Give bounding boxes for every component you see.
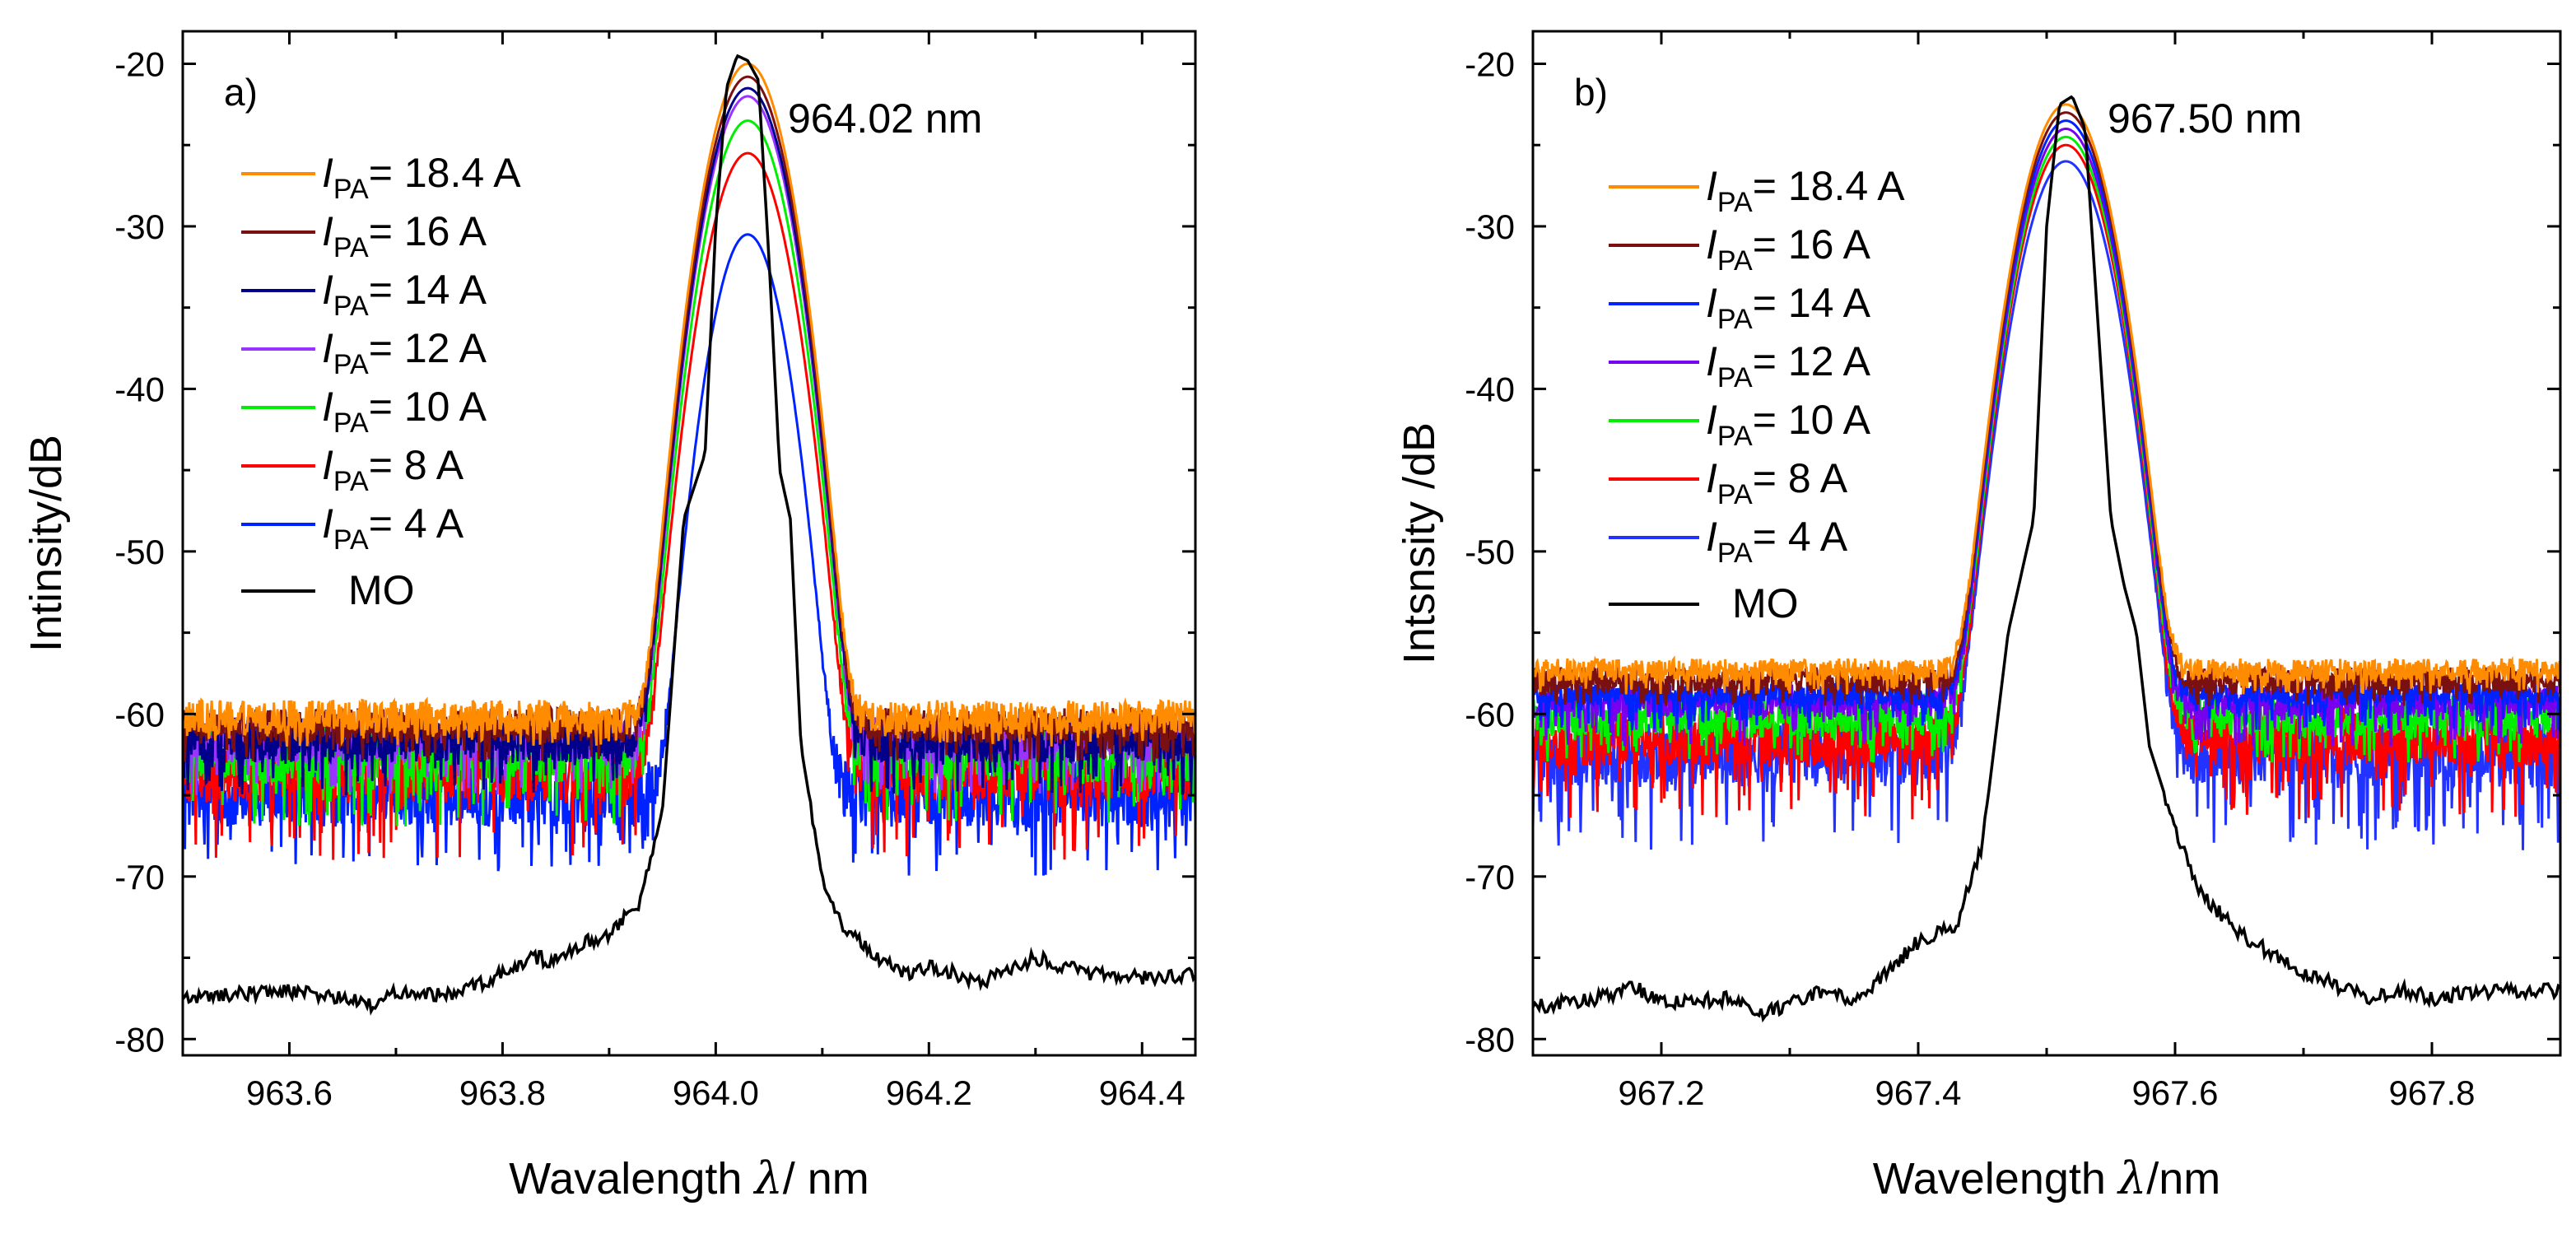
panel-label: b) [1574,71,1608,114]
plot-area [183,54,1195,1016]
panel-label: a) [224,71,258,114]
y-axis-label: Intsnsity /dB [1395,422,1444,664]
y-tick-label: -40 [114,370,165,408]
series-line-16-A [1533,111,2560,706]
y-axis-label: Intinsity/dB [21,435,71,652]
series-line-18-4-A [1533,103,2560,695]
y-tick-label: -50 [114,533,165,571]
legend-entry-mo: MO [1732,580,1799,626]
legend-entry-label: IPA= 16 A [322,208,487,263]
legend-entry-label: IPA= 10 A [1706,397,1871,452]
legend-entry-label: IPA= 8 A [1706,455,1848,510]
y-tick-label: -30 [1465,207,1515,246]
y-tick-label: -80 [114,1020,165,1059]
x-axis-label: Wavalength λ/ nm [509,1152,869,1204]
panel-b-spectrum: -80 -70 -60 -50 -40 -30 -20 967.2 967.4 967.6 967.… [1395,30,2562,1204]
series-line-mo [183,54,1195,1016]
legend-entry-label: IPA= 8 A [322,442,464,497]
legend-entry-label: IPA= 14 A [1706,280,1871,335]
legend-entry-label: IPA= 16 A [1706,221,1871,277]
legend-entry-label: IPA= 10 A [322,384,487,439]
series-line-14-A [1533,119,2560,731]
x-axis-label: Wavelength λ/nm [1873,1152,2220,1204]
x-tick-label: 964.0 [673,1073,759,1112]
legend-entry-label: IPA= 4 A [1706,514,1848,569]
peak-wavelength-annotation: 964.02 nm [788,95,982,142]
y-tick-label: -40 [1465,370,1515,408]
x-tick-label: 964.2 [886,1073,972,1112]
x-tick-label: 967.2 [1618,1073,1704,1112]
plot-frame [181,30,1197,1057]
y-tick-label: -80 [1465,1020,1515,1059]
legend-entry-label: IPA= 14 A [322,267,487,322]
x-tick-label: 963.8 [459,1073,546,1112]
y-tick-label: -60 [1465,695,1515,733]
legend-entry-label: IPA= 18.4 A [1706,163,1905,218]
x-tick-label: 964.4 [1099,1073,1186,1112]
panel-a-spectrum: -80 -70 -60 -50 -40 -30 -20 963.6 963.8 964.0 964.… [21,30,1197,1204]
plot-area [1533,95,2560,1023]
plot-frame [1531,30,2562,1057]
legend-entry-mo: MO [348,567,415,613]
x-tick-label: 967.6 [2131,1073,2218,1112]
series-line-mo [1533,95,2560,1023]
legend-entry-label: IPA= 12 A [322,325,487,380]
y-tick-label: -20 [1465,44,1515,83]
y-tick-label: -60 [114,695,165,733]
series-line-8-A [1533,143,2560,820]
peak-wavelength-annotation: 967.50 nm [2108,95,2302,142]
legend-entry-label: IPA= 18.4 A [322,150,521,205]
y-tick-label: -70 [1465,858,1515,896]
y-tick-label: -70 [114,858,165,896]
x-tick-label: 963.6 [246,1073,333,1112]
y-tick-label: -50 [1465,533,1515,571]
legend-entry-label: IPA= 12 A [1706,338,1871,393]
x-tick-label: 967.4 [1875,1073,1961,1112]
y-tick-label: -30 [114,207,165,246]
x-tick-label: 967.8 [2388,1073,2475,1112]
series-line-18-4-A [183,63,1195,747]
legend-entry-label: IPA= 4 A [322,500,464,556]
y-tick-label: -20 [114,44,165,83]
